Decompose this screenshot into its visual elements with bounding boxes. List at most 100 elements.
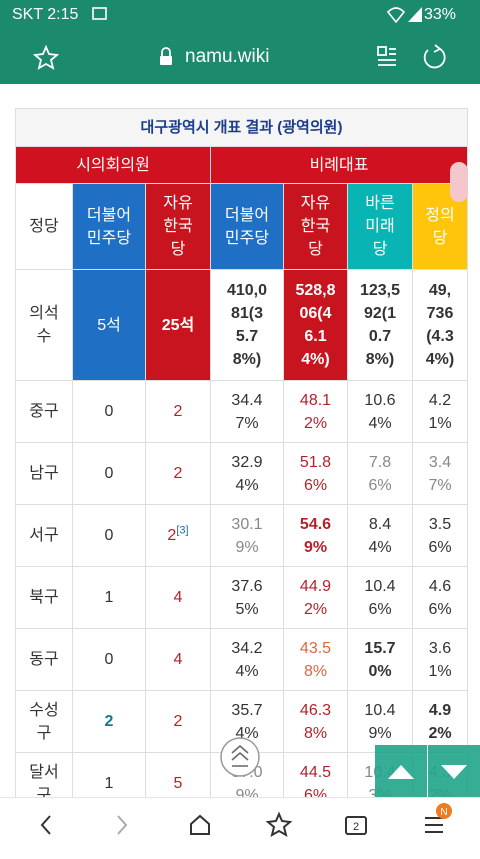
cell-text: 32.94% [231,453,263,494]
cell-text: 더불어민주당 [86,206,132,247]
cell-text: 15.70% [364,639,396,680]
cell-text: 49,736(4.34%) [425,282,455,368]
back-button[interactable] [40,815,51,835]
table-cell: 8.44% [347,504,413,567]
cell-text: 30.19% [231,515,263,556]
cell-text: 35.74% [231,701,263,742]
toolbar-icons [32,44,446,70]
cell-text: 37.09% [231,763,263,798]
home-button[interactable] [190,814,210,835]
tabs-button[interactable] [345,816,367,835]
cell-text: 37.65% [231,577,263,618]
table-cell: 37.09% [210,752,284,798]
cell-text: 44.56% [299,763,332,798]
cell-text: 46.38% [299,701,332,742]
cell-text: 자유한국당 [163,195,193,258]
cell-text: 528,806(46.14%) [295,282,336,368]
table-cell: 2 [72,690,146,753]
table-cell: 10.64% [347,380,413,443]
cell-text: 대구광역시 개표 결과 (광역의원) [140,119,343,136]
table-cell: 1 [72,566,146,629]
refresh-icon[interactable] [423,48,446,69]
cell-text: 25석 [161,316,195,334]
table-row: 달서구 1 5 37.09% 44.56% 10.43% 4.32% [15,752,469,798]
table-row: 북구 1 4 37.65% 44.92% 10.46% 4.66% [15,566,469,629]
cell-text: 1 [104,589,114,606]
table-row: 의석수 5석 25석 410,081(35.78%) 528,806(46.14%) 12… [15,269,469,381]
table-cell: 35.74% [210,690,284,753]
table-cell: 3.56% [411,504,469,567]
table-cell: 정당 [15,183,73,270]
table-cell: 0 [72,504,146,567]
cell-text: 4.92% [428,701,452,742]
bookmark-star[interactable] [32,44,60,70]
table-cell: 더불어민주당 [72,183,146,270]
table-cell: 528,806(46.14%) [283,269,348,381]
cell-text: 2 [167,527,177,544]
table-cell: 10.49% [347,690,413,753]
cell-text: 4.66% [428,577,452,618]
cell-text: 중구 [29,403,59,420]
svg-text:N: N [440,807,447,818]
menu-button[interactable] [425,817,443,833]
cell-text: 정당 [29,218,59,235]
table-cell: 시의회의원 [15,146,211,184]
carrier-time: SKT 2:15 [12,6,79,23]
cell-text: 서구 [29,527,59,544]
table-cell: 1 [72,752,146,797]
cell-text: 자유한국당 [300,195,331,258]
cell-text: 123,592(10.78%) [359,282,401,368]
cell-text: 바른미래당 [365,195,395,258]
table-row: 동구 0 4 34.24% 43.58% 15.70% 3.61% [15,628,469,691]
table-row: 수성구 2 2 35.74% 46.38% 10.49% 4.92% [15,690,469,753]
table-cell: 수성구 [15,690,73,753]
cell-text: 0 [104,403,114,420]
status-icons [92,7,422,24]
status-bar: SKT 2:15 33% [0,0,480,30]
address-toolbar: namu.wiki [0,30,480,84]
table-cell: 북구 [15,566,73,629]
table-cell: 동구 [15,628,73,691]
bookmarks-button[interactable] [265,811,293,838]
svg-text:2: 2 [353,821,359,833]
cell-text: 4.32% [428,763,452,798]
gallery-icon [92,7,107,20]
url[interactable]: namu.wiki [185,46,270,67]
table-cell: 10.46% [347,566,413,629]
cell-text: 54.69% [299,515,332,556]
table-cell: 더불어민주당 [210,183,284,270]
table-cell: 46.38% [283,690,348,753]
cell-text: 비례대표 [309,156,369,174]
table-cell: 5 [145,752,211,797]
cell-text: 51.86% [299,453,332,494]
table-cell: 서구 [15,504,73,567]
cell-text: 0 [104,651,114,668]
reader-icon[interactable] [377,46,396,66]
cell-text: 3.56% [428,515,452,556]
table-cell: 54.69% [283,504,348,567]
table-cell: 3.61% [411,628,469,691]
footnote-ref[interactable]: [3] [176,524,189,537]
table-cell: 바른미래당 [347,183,413,270]
table-cell: 10.43% [347,752,413,797]
cell-text: 5석 [97,316,121,334]
table-cell: 2[3] [145,504,211,567]
forward-button[interactable] [117,815,128,835]
cell-text: 10.64% [364,391,396,432]
table-cell: 자유한국당 [145,183,211,270]
table-cell: 2 [145,442,211,505]
cell-text: 1 [104,775,114,792]
table-cell: 비례대표 [209,146,469,184]
side-scroll-tab[interactable] [450,162,468,202]
cell-text: 0 [104,527,114,544]
table-cell: 25석 [145,269,211,381]
lock-icon [160,56,172,65]
table-cell: 34.47% [210,380,284,443]
table-cell: 2 [145,380,211,443]
bottom-nav: 2 N [0,797,480,854]
table-cell: 43.58% [283,628,348,691]
cell-text: 10.46% [364,577,396,618]
cell-text: 5 [173,775,183,792]
battery: 33% [424,6,457,23]
